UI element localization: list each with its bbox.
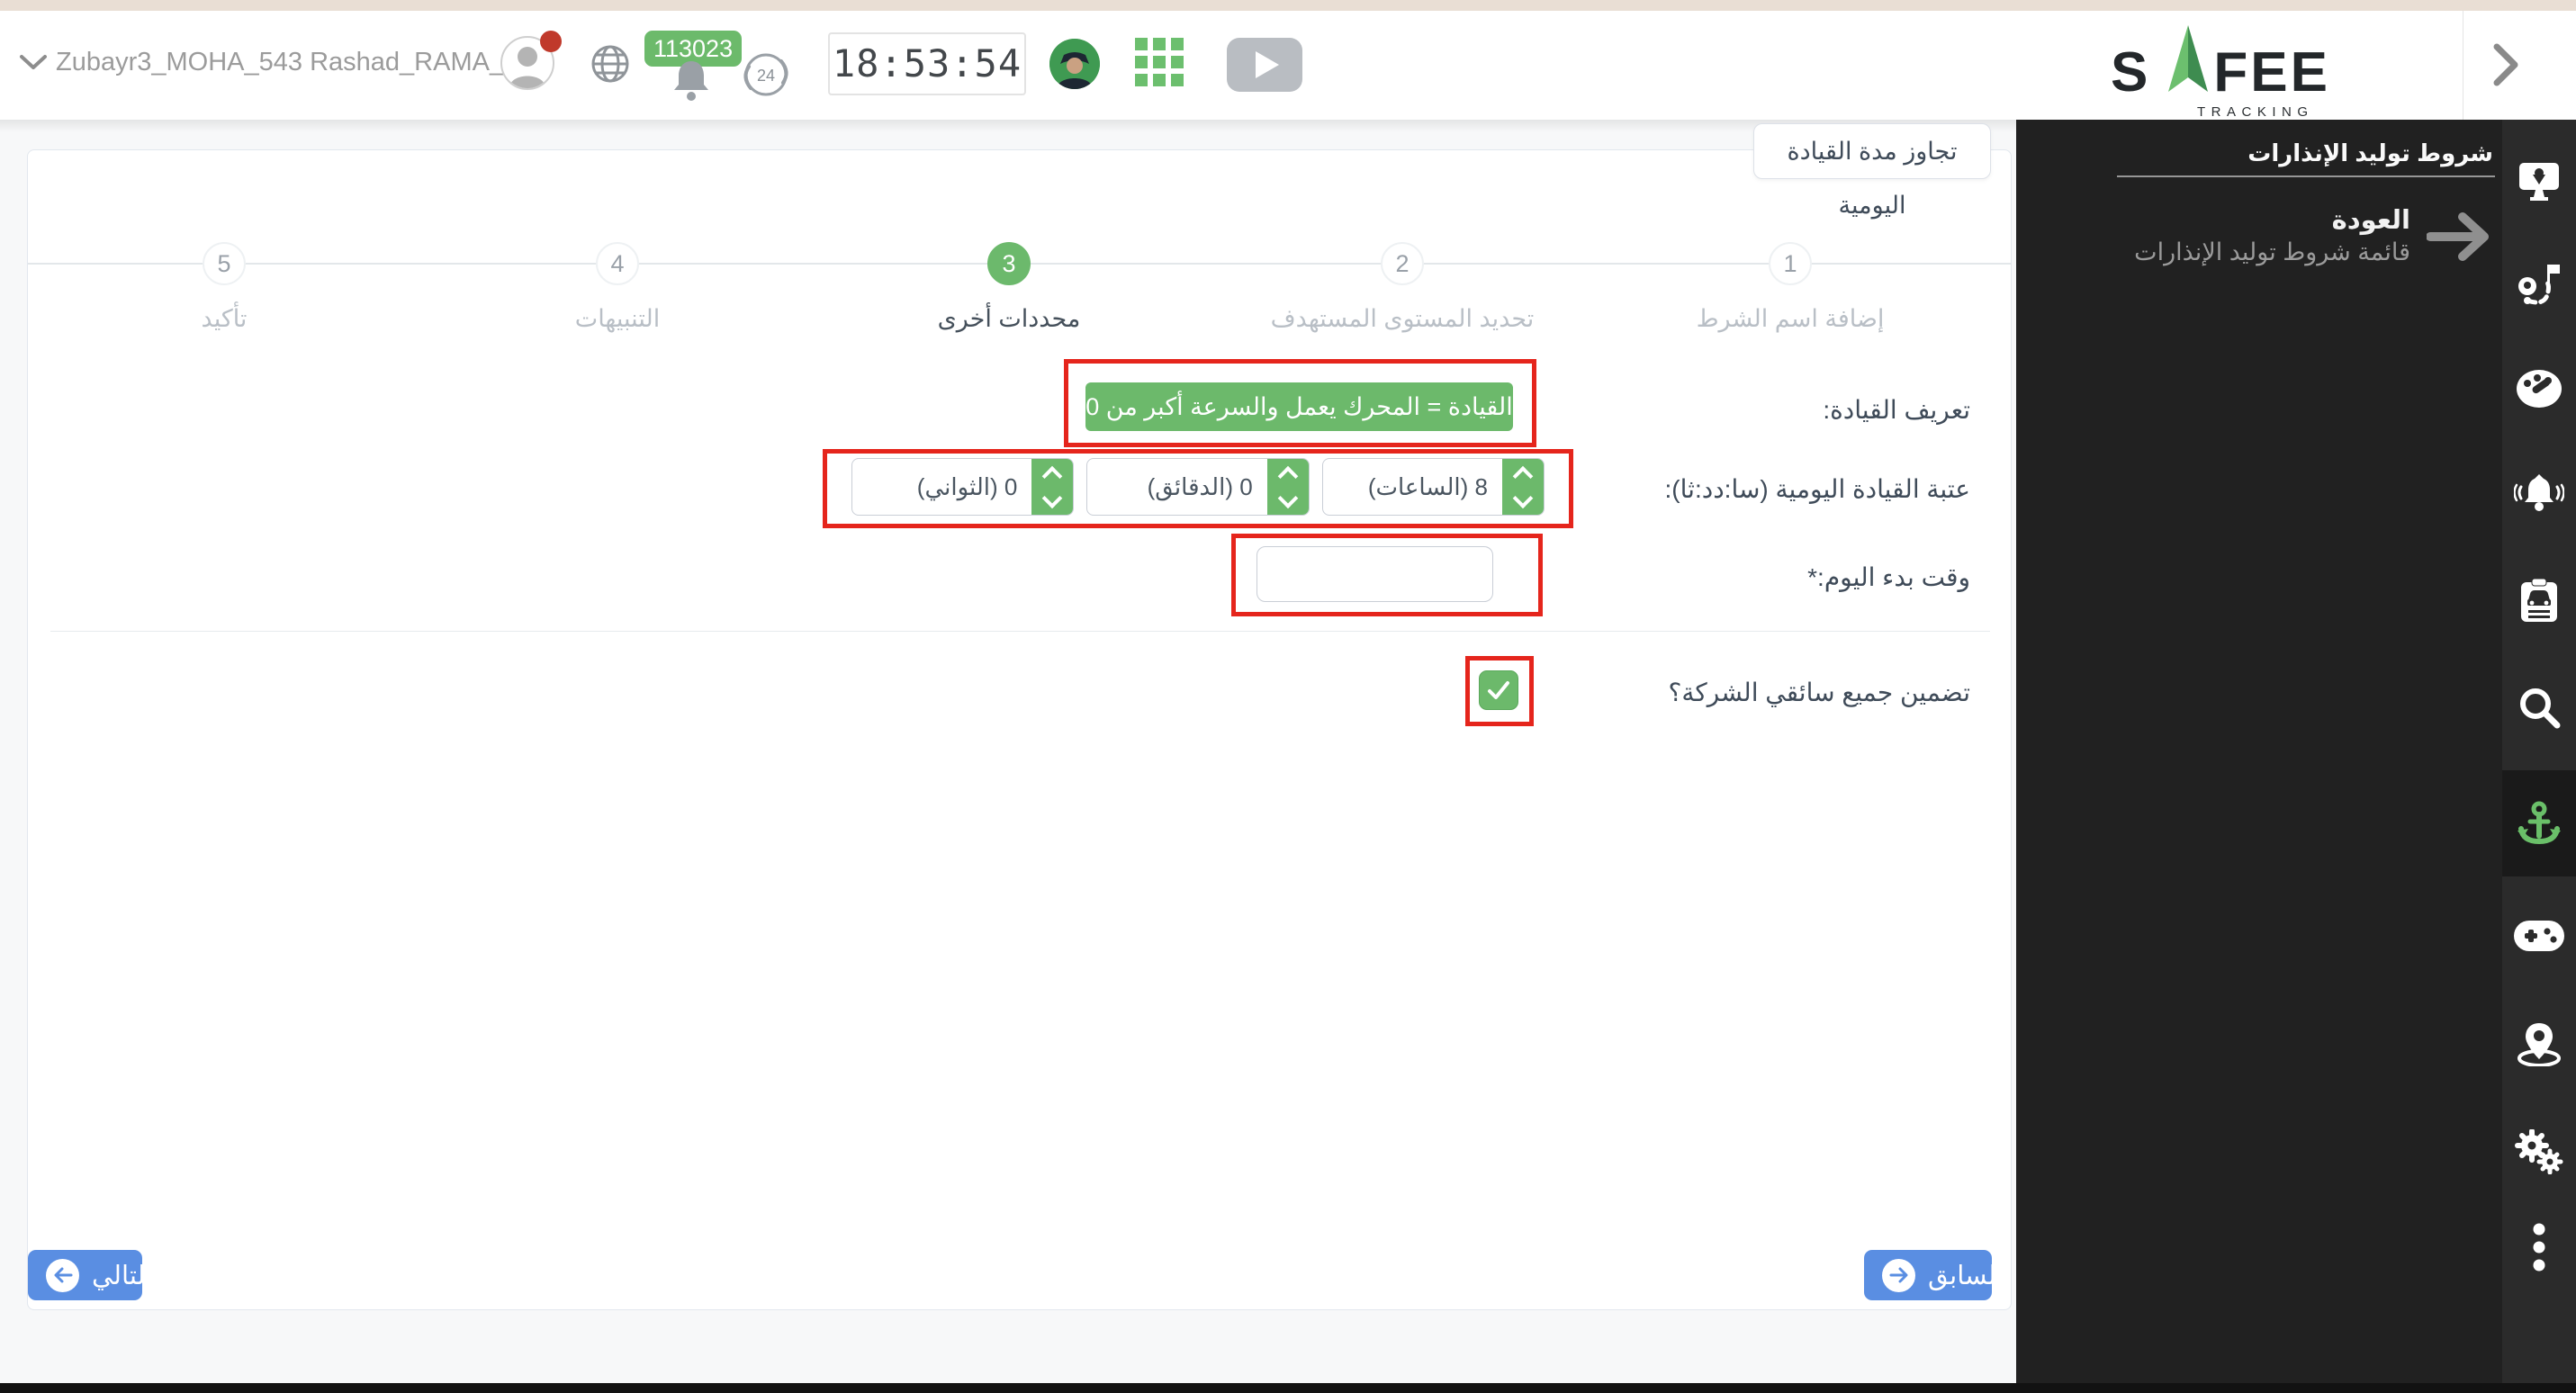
wizard-step-3-active[interactable]: 3 محددات أخرى <box>820 242 1198 333</box>
minutes-spinner[interactable]: 0 (الدقائق) <box>1086 458 1310 516</box>
back-to-list-link[interactable]: العودة قائمة شروط توليد الإنذارات <box>2134 205 2493 268</box>
step-number: 2 <box>1381 242 1424 285</box>
back-arrow-right-icon <box>2427 212 2489 261</box>
day-start-input[interactable] <box>1256 546 1493 602</box>
previous-button-label: السابق <box>1928 1261 2004 1290</box>
bell-ring-icon <box>2514 474 2564 511</box>
threshold-label: عتبة القيادة اليومية (سا:دد:ثا): <box>1664 475 1970 503</box>
rail-item-trips[interactable] <box>2502 244 2576 325</box>
sidebar-title: شروط توليد الإنذارات <box>2247 139 2493 166</box>
clock: 18:53:54 <box>828 32 1026 95</box>
rail-item-monitoring[interactable] <box>2502 141 2576 222</box>
hours-stepper <box>1502 459 1544 515</box>
account-chevron-down-icon[interactable] <box>18 52 49 72</box>
wizard-step-5[interactable]: 5 تأكيد <box>35 242 413 333</box>
logo-letter-s: S <box>2111 41 2151 103</box>
support-24h-icon[interactable]: 24 <box>738 47 794 103</box>
seconds-value: 0 (الثواني) <box>916 473 1018 500</box>
day-start-label: وقت بدء اليوم:* <box>1807 563 1970 591</box>
wizard-panel: 1 إضافة اسم الشرط 2 تحديد المستوى المسته… <box>27 149 2012 1310</box>
previous-button[interactable]: السابق <box>1864 1250 2004 1300</box>
clipboard-car-icon <box>2521 579 2557 622</box>
search-icon <box>2520 688 2561 729</box>
bottom-black-bar <box>0 1383 2576 1393</box>
minutes-value: 0 (الدقائق) <box>1147 473 1253 500</box>
annotation-box-definition <box>1064 359 1536 447</box>
collapse-chevron-right-icon[interactable] <box>2490 41 2522 88</box>
user-avatar-placeholder[interactable] <box>500 36 554 90</box>
rail-item-alerts[interactable] <box>2502 454 2576 535</box>
geofence-pin-icon <box>2517 1023 2561 1066</box>
language-globe-icon[interactable] <box>590 44 630 84</box>
top-accent-strip <box>0 0 2576 11</box>
annotation-box-threshold <box>823 449 1573 528</box>
back-subtitle: قائمة شروط توليد الإنذارات <box>2134 238 2410 265</box>
support-badge-text: 24 <box>757 67 775 85</box>
hours-value: 8 (الساعات) <box>1367 473 1488 500</box>
status-red-dot <box>540 31 562 52</box>
alert-type-tab[interactable]: تجاوز مدة القيادة اليومية <box>1753 123 1991 219</box>
gamepad-icon <box>2514 921 2564 951</box>
anchor-icon <box>2517 801 2561 845</box>
hours-spinner[interactable]: 8 (الساعات) <box>1321 458 1545 516</box>
gauge-icon <box>2517 370 2562 408</box>
next-button-label: التالي <box>92 1261 153 1290</box>
notifications-count-badge[interactable]: 113023 <box>644 31 743 67</box>
gears-icon <box>2515 1129 2563 1174</box>
kebab-menu-icon <box>2533 1223 2545 1272</box>
video-play-icon[interactable] <box>1227 38 1302 92</box>
include-drivers-checkbox[interactable] <box>1479 670 1518 710</box>
logo-arrow-icon <box>2168 25 2209 92</box>
rail-item-settings[interactable] <box>2502 1111 2576 1192</box>
threshold-spinner-group: 8 (الساعات) 0 (الدقائق) 0 (الثواني) <box>851 458 1545 517</box>
safee-logo: S FEE TRACKING SYSTEM <box>2111 25 2354 135</box>
route-icon <box>2518 265 2560 305</box>
next-button[interactable]: التالي <box>28 1250 153 1300</box>
annotation-box-day-start <box>1231 534 1543 616</box>
wizard-step-1[interactable]: 1 إضافة اسم الشرط <box>1601 242 1979 333</box>
definition-label: تعريف القيادة: <box>1823 396 1970 424</box>
step-number: 4 <box>596 242 639 285</box>
profile-photo-avatar[interactable] <box>1049 39 1100 89</box>
step-label: التنبيهات <box>574 305 661 332</box>
rail-item-more[interactable] <box>2502 1207 2576 1288</box>
form-divider <box>50 631 1990 632</box>
icon-rail <box>2502 120 2576 1393</box>
rail-item-vehicle-report[interactable] <box>2502 561 2576 642</box>
logo-letters-fee: FEE <box>2213 41 2330 103</box>
alerts-sidebar: شروط توليد الإنذارات العودة قائمة شروط ت… <box>2016 120 2576 1393</box>
step-number: 1 <box>1769 242 1812 285</box>
step-number: 5 <box>203 242 246 285</box>
wizard-step-2[interactable]: 2 تحديد المستوى المستهدف <box>1213 242 1591 333</box>
annotation-box-checkbox <box>1465 656 1534 726</box>
include-drivers-label: تضمين جميع سائقي الشركة؟ <box>1668 679 1970 706</box>
notifications-bell-icon[interactable] <box>670 59 713 101</box>
step-label: تأكيد <box>201 305 248 332</box>
rail-item-dashboard[interactable] <box>2502 348 2576 429</box>
arrow-left-circle-icon <box>46 1258 79 1292</box>
step-label: تحديد المستوى المستهدف <box>1270 305 1535 332</box>
seconds-spinner[interactable]: 0 (الثواني) <box>851 458 1075 516</box>
minutes-stepper <box>1266 459 1309 515</box>
rail-item-gamepad[interactable] <box>2502 895 2576 976</box>
arrow-right-circle-icon <box>1882 1258 1915 1292</box>
monitor-pin-icon <box>2519 163 2559 201</box>
wizard-step-4[interactable]: 4 التنبيهات <box>428 242 806 333</box>
rail-item-anchor[interactable] <box>2502 783 2576 864</box>
seconds-stepper <box>1031 459 1074 515</box>
apps-grid-icon[interactable] <box>1135 38 1187 90</box>
account-switcher[interactable]: Zubayr3_MOHA_543 Rashad_RAMA_742 <box>56 48 548 76</box>
step-label: إضافة اسم الشرط <box>1696 305 1885 332</box>
driving-definition-button[interactable]: القيادة = المحرك يعمل والسرعة أكبر من 0 <box>1085 382 1513 431</box>
back-title: العودة <box>2331 206 2410 235</box>
sidebar-title-underline <box>2117 175 2495 177</box>
rail-item-geofence[interactable] <box>2502 1003 2576 1084</box>
rail-item-search[interactable] <box>2502 667 2576 748</box>
step-number: 3 <box>987 242 1031 285</box>
check-icon <box>1488 681 1509 699</box>
step-label: محددات أخرى <box>937 305 1081 332</box>
